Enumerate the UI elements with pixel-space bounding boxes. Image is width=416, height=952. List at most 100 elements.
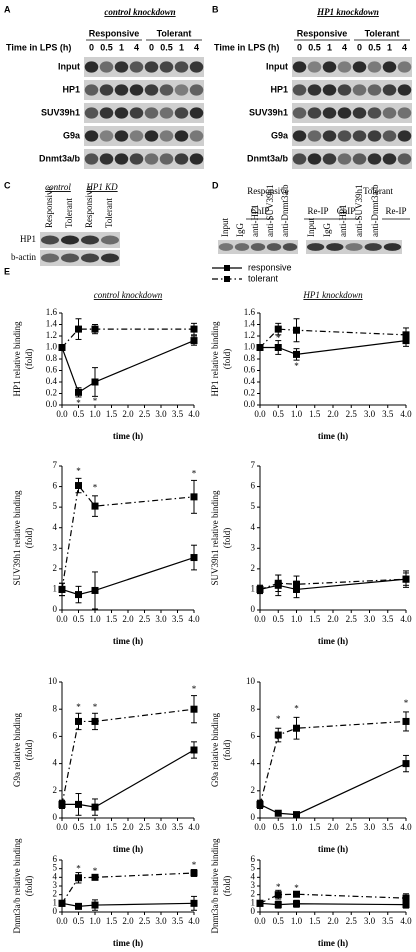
x-tick-label: 1.5 <box>106 409 118 419</box>
y-tick-label: 7 <box>53 460 58 470</box>
blot-band <box>159 84 174 96</box>
blot-band <box>364 243 382 251</box>
y-tick-label: 3 <box>53 542 58 552</box>
x-tick-label: 0.5 <box>73 916 85 926</box>
blot-band <box>174 84 189 96</box>
x-tick-label: 1.0 <box>291 822 303 832</box>
x-tick-label: 2.0 <box>327 614 339 624</box>
y-tick-label: 1 <box>251 897 256 907</box>
blot-band <box>84 153 99 165</box>
blot-band <box>367 84 382 96</box>
x-tick-label: 2.5 <box>346 916 358 926</box>
x-tick-label: 0.0 <box>254 409 266 419</box>
y-axis-label: (fold) <box>222 740 232 761</box>
x-tick-label: 3.5 <box>382 409 394 419</box>
blot <box>84 57 204 77</box>
blot-band <box>189 84 204 96</box>
blot-band <box>292 153 307 165</box>
x-tick-label: 0.0 <box>56 409 68 419</box>
significance-mark: * <box>294 883 299 893</box>
x-tick-label: 2.5 <box>346 614 358 624</box>
row-label: HP1 <box>62 84 80 94</box>
marker <box>293 580 300 588</box>
y-tick-label: 8 <box>251 703 256 713</box>
blot-band <box>114 107 129 119</box>
marker <box>75 717 82 725</box>
y-tick-label: 0.8 <box>244 353 256 363</box>
lane-label: Input <box>220 218 230 237</box>
y-tick-label: 5 <box>53 501 58 511</box>
y-tick-label: 2 <box>53 889 58 899</box>
x-tick-label: 3.5 <box>382 822 394 832</box>
marker <box>58 585 66 593</box>
series-line <box>260 340 407 356</box>
blot-band <box>159 130 174 142</box>
blot-band <box>307 84 322 96</box>
blot-band <box>326 243 344 251</box>
significance-mark: * <box>276 714 281 724</box>
y-axis-label: SUV39h1 relative binding <box>12 490 22 585</box>
time-value: 1 <box>179 42 184 52</box>
time-value: 0 <box>357 42 362 52</box>
x-tick-label: 2.0 <box>327 916 339 926</box>
blot-band <box>250 243 266 251</box>
group-label: Responsive <box>297 28 348 38</box>
time-label: Time in LPS (h) <box>214 42 279 52</box>
significance-mark: * <box>276 333 281 343</box>
marker <box>274 891 282 899</box>
blot-band <box>144 130 159 142</box>
significance-mark: * <box>294 361 299 371</box>
y-tick-label: 6 <box>53 730 58 740</box>
time-value: 4 <box>402 42 407 52</box>
lane-label: anti-HP1 <box>250 205 260 238</box>
marker <box>402 760 410 768</box>
y-tick-label: 4 <box>251 871 256 881</box>
blot-band <box>307 130 322 142</box>
blot-band <box>129 61 144 73</box>
blot-band <box>99 130 114 142</box>
blot-band <box>144 107 159 119</box>
y-axis-label: G9a relative binding <box>12 713 22 787</box>
blot-band <box>383 243 402 251</box>
blot-band <box>306 243 325 251</box>
x-tick-label: 3.5 <box>172 916 184 926</box>
blot-band <box>99 61 114 73</box>
y-tick-label: 6 <box>251 730 256 740</box>
x-tick-label: 2.0 <box>327 409 339 419</box>
marker <box>91 803 99 811</box>
marker <box>402 901 410 909</box>
y-tick-label: 2 <box>251 889 256 899</box>
panel-title: HP1 knockdown <box>316 7 379 17</box>
significance-mark: * <box>192 860 197 870</box>
y-tick-label: 1.6 <box>46 307 58 317</box>
lane-label: IgG <box>322 223 332 237</box>
time-value: 0.5 <box>368 42 381 52</box>
blot-band <box>337 61 352 73</box>
x-tick-label: 1.5 <box>309 409 321 419</box>
marker <box>58 800 66 808</box>
legend-marker <box>224 265 230 271</box>
x-tick-label: 3.5 <box>382 614 394 624</box>
x-tick-label: 1.5 <box>106 822 118 832</box>
blot-band <box>382 61 397 73</box>
y-tick-label: 0.0 <box>244 399 256 409</box>
y-tick-label: 0.2 <box>46 388 57 398</box>
x-tick-label: 3.5 <box>172 409 184 419</box>
blot-band <box>144 84 159 96</box>
blot-band <box>382 107 397 119</box>
significance-mark: * <box>76 466 81 476</box>
y-tick-label: 2 <box>251 785 256 795</box>
blot-band <box>84 130 99 142</box>
y-tick-label: 0.8 <box>46 353 58 363</box>
blot-band <box>397 153 412 165</box>
blot-band <box>159 61 174 73</box>
subgroup-label: ChIP <box>337 206 356 216</box>
y-tick-label: 1 <box>53 583 58 593</box>
blot-band <box>352 130 367 142</box>
marker <box>293 811 300 819</box>
significance-mark: * <box>93 396 98 406</box>
time-value: 1 <box>119 42 124 52</box>
lane-label: Responsive <box>44 186 54 228</box>
blot-band <box>382 153 397 165</box>
blot <box>40 232 120 248</box>
